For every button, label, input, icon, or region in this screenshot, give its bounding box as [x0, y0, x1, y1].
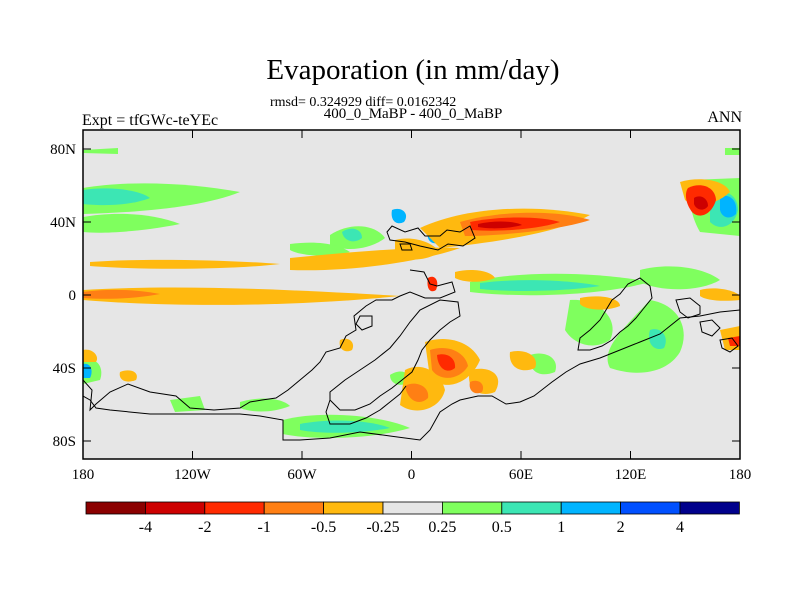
lon-label-120e: 120E [615, 467, 647, 483]
season-label: ANN [707, 109, 742, 126]
colorbar-label: -2 [198, 519, 211, 536]
experiment-subtitle: 400_0_MaBP - 400_0_MaBP [323, 106, 503, 122]
lon-label-180w: 180 [72, 467, 95, 483]
lat-label-80s: 80S [53, 434, 76, 450]
lat-label-40n: 40N [50, 215, 76, 231]
lat-label-40s: 40S [53, 361, 76, 377]
colorbar-swatch [620, 501, 681, 515]
lon-label-120w: 120W [174, 467, 212, 483]
colorbar-swatch [323, 501, 384, 515]
rmsd-diff-label: rmsd= 0.324929 diff= 0.0162342 [270, 95, 457, 110]
colorbar-label: -4 [139, 519, 152, 536]
lat-tick-labels: 80N 40N 0 40S 80S [50, 142, 76, 450]
experiment-label: Expt = tfGWc-teYEc [82, 112, 219, 129]
colorbar-label: 4 [676, 519, 684, 536]
colorbar-label: -0.25 [366, 519, 399, 536]
colorbar-swatch [263, 501, 325, 515]
colorbar-swatch [679, 501, 740, 515]
colorbar-swatch [382, 501, 443, 515]
colorbar-label: -1 [258, 519, 271, 536]
colorbar-swatch [501, 501, 562, 515]
colorbar-label: 0.5 [492, 519, 512, 536]
lon-label-180e: 180 [729, 467, 752, 483]
plot-title: Evaporation (in mm/day) [266, 54, 560, 86]
colorbar-label: 2 [617, 519, 625, 536]
colorbar-label: 1 [557, 519, 565, 536]
colorbar [85, 501, 740, 515]
colorbar-swatch [144, 501, 206, 515]
lon-label-60e: 60E [509, 467, 533, 483]
colorbar-label: -0.5 [311, 519, 336, 536]
colorbar-labels: -4 -2 -1 -0.5 -0.25 0.25 0.5 1 2 4 [139, 519, 684, 536]
strong-negative-regions [83, 185, 740, 402]
lon-tick-labels: 180 120W 60W 0 60E 120E 180 [72, 467, 752, 483]
colorbar-swatch [204, 501, 265, 515]
lon-label-0: 0 [408, 467, 416, 483]
lat-label-80n: 80N [50, 142, 76, 158]
evaporation-field [83, 148, 740, 438]
colorbar-swatch [560, 501, 622, 515]
lon-label-60w: 60W [287, 467, 317, 483]
colorbar-label: 0.25 [428, 519, 456, 536]
land-outlines [83, 225, 740, 441]
lon-tick-marks [82, 130, 741, 459]
positive-anomaly-regions [83, 148, 740, 438]
colorbar-swatch [441, 501, 503, 515]
colorbar-swatch [85, 501, 146, 515]
lat-label-0: 0 [69, 288, 77, 304]
lat-tick-marks [83, 148, 740, 442]
